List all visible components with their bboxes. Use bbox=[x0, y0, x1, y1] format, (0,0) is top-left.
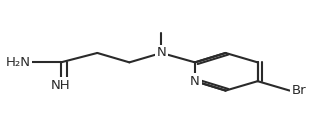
Text: NH: NH bbox=[51, 79, 71, 92]
Text: N: N bbox=[190, 75, 200, 88]
Text: N: N bbox=[157, 47, 166, 59]
Text: H₂N: H₂N bbox=[5, 56, 30, 69]
Text: Br: Br bbox=[292, 84, 307, 97]
